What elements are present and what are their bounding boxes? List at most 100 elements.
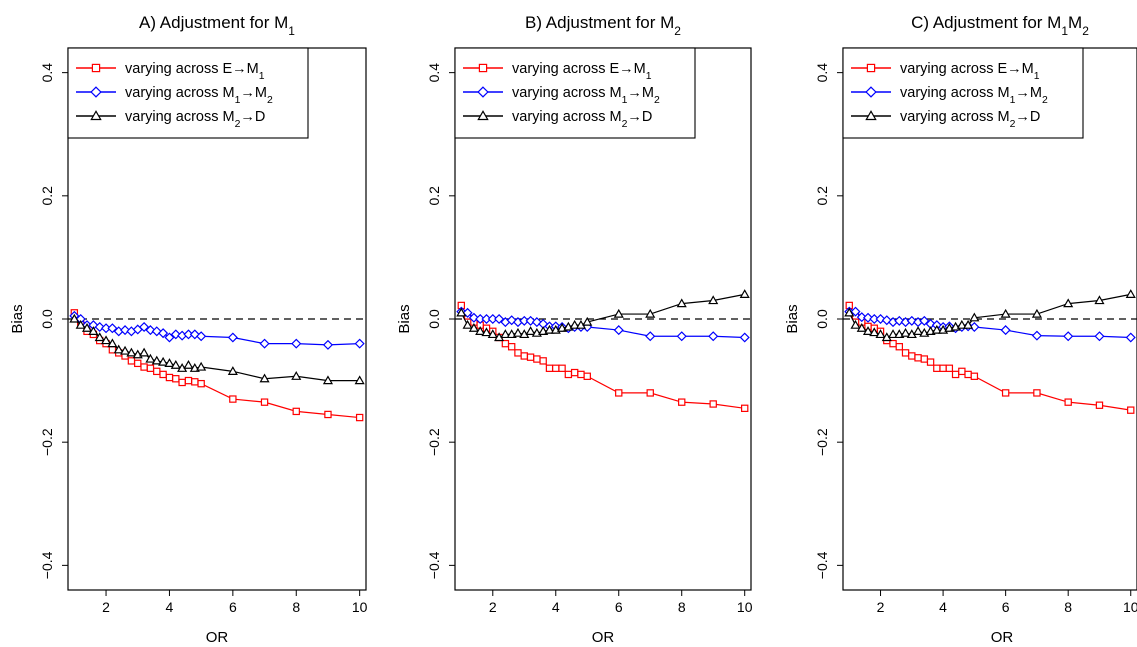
legend-marker: [477, 86, 489, 98]
data-point: [1094, 295, 1105, 305]
data-point: [259, 338, 270, 349]
data-point: [908, 352, 916, 360]
data-point: [164, 358, 175, 367]
data-point: [145, 325, 156, 336]
legend-box: [454, 47, 696, 139]
y-tick-label: −0.4: [39, 551, 55, 579]
data-point: [94, 332, 105, 342]
data-point: [964, 370, 972, 379]
data-point: [145, 353, 156, 363]
data-point: [196, 361, 207, 371]
data-point: [900, 327, 911, 337]
x-tick-label: 6: [229, 599, 237, 615]
data-point: [708, 331, 719, 342]
y-tick-label: 0.4: [426, 63, 442, 83]
data-point: [850, 306, 861, 317]
data-point: [1125, 289, 1136, 298]
data-point: [146, 364, 155, 372]
data-point: [260, 398, 269, 406]
y-tick-label: 0.4: [814, 63, 830, 83]
data-point: [545, 364, 554, 372]
data-point: [582, 316, 593, 326]
data-point: [887, 329, 899, 339]
x-tick-label: 8: [292, 599, 300, 615]
data-point: [475, 326, 486, 335]
data-point: [494, 313, 505, 325]
y-tick-label: 0.2: [426, 186, 442, 206]
legend-marker: [477, 110, 489, 121]
x-tick-label: 2: [102, 599, 110, 615]
data-point: [126, 347, 137, 357]
legend-marker: [90, 110, 102, 121]
series-line: [848, 293, 1131, 339]
legend: varying across E→M1 varying across M1→M2 v…: [67, 47, 309, 139]
data-point: [139, 321, 150, 333]
x-tick-label: 8: [678, 599, 686, 615]
chart-panel-b: B) Adjustment for M22 4 6 8 10−0.4−0.20.00.2…: [396, 13, 753, 646]
data-point: [613, 325, 624, 336]
data-point: [552, 364, 560, 372]
legend-box: [842, 47, 1084, 139]
data-point: [184, 376, 193, 385]
data-point: [507, 343, 516, 351]
data-point: [462, 307, 473, 318]
data-point: [69, 313, 80, 323]
data-point: [462, 319, 473, 329]
data-point: [324, 410, 332, 419]
data-point: [895, 343, 903, 351]
data-point: [158, 356, 169, 366]
data-point: [1031, 330, 1042, 341]
data-point: [107, 323, 118, 334]
y-axis-label: Bias: [784, 304, 801, 333]
data-point: [544, 324, 555, 334]
data-point: [525, 315, 536, 326]
data-point: [127, 357, 136, 365]
data-point: [322, 375, 334, 385]
data-point: [153, 367, 161, 376]
legend-marker: [866, 63, 876, 73]
x-axis-label: OR: [592, 629, 615, 646]
data-point: [570, 368, 579, 377]
title-subscript: M: [1068, 13, 1082, 32]
data-point: [119, 345, 131, 355]
title-subscript: 2: [674, 24, 681, 38]
data-point: [520, 352, 528, 360]
data-point: [583, 372, 591, 380]
data-point: [113, 344, 124, 354]
data-point: [894, 315, 905, 326]
series-triangle: [844, 289, 1136, 342]
data-point: [1095, 401, 1104, 409]
x-tick-label: 8: [1064, 599, 1072, 615]
legend-box: [67, 47, 309, 139]
data-point: [1125, 332, 1136, 343]
data-point: [500, 329, 511, 339]
legend-label: varying across M1→M2: [125, 85, 273, 106]
chart-title: B) Adjustment for M2: [525, 13, 681, 38]
data-point: [75, 319, 86, 329]
data-point: [577, 370, 585, 379]
x-tick-label: 4: [552, 599, 560, 615]
data-point: [951, 370, 960, 379]
x-tick-label: 2: [877, 599, 885, 615]
data-point: [739, 332, 750, 343]
data-point: [158, 328, 169, 339]
series-diamond: [69, 310, 365, 350]
data-point: [564, 370, 573, 379]
data-point: [1094, 331, 1105, 342]
data-point: [514, 349, 522, 357]
x-tick-label: 6: [615, 599, 623, 615]
data-point: [912, 326, 924, 335]
data-point: [850, 319, 861, 329]
data-point: [227, 332, 238, 343]
data-point: [709, 400, 717, 408]
data-point: [227, 366, 238, 375]
data-point: [945, 364, 954, 372]
x-tick-label: 6: [1002, 599, 1010, 615]
data-point: [100, 335, 112, 345]
data-point: [1063, 331, 1074, 342]
x-axis-label: OR: [991, 629, 1014, 646]
data-point: [926, 358, 935, 366]
data-point: [196, 331, 207, 342]
y-tick-label: −0.4: [814, 551, 830, 579]
